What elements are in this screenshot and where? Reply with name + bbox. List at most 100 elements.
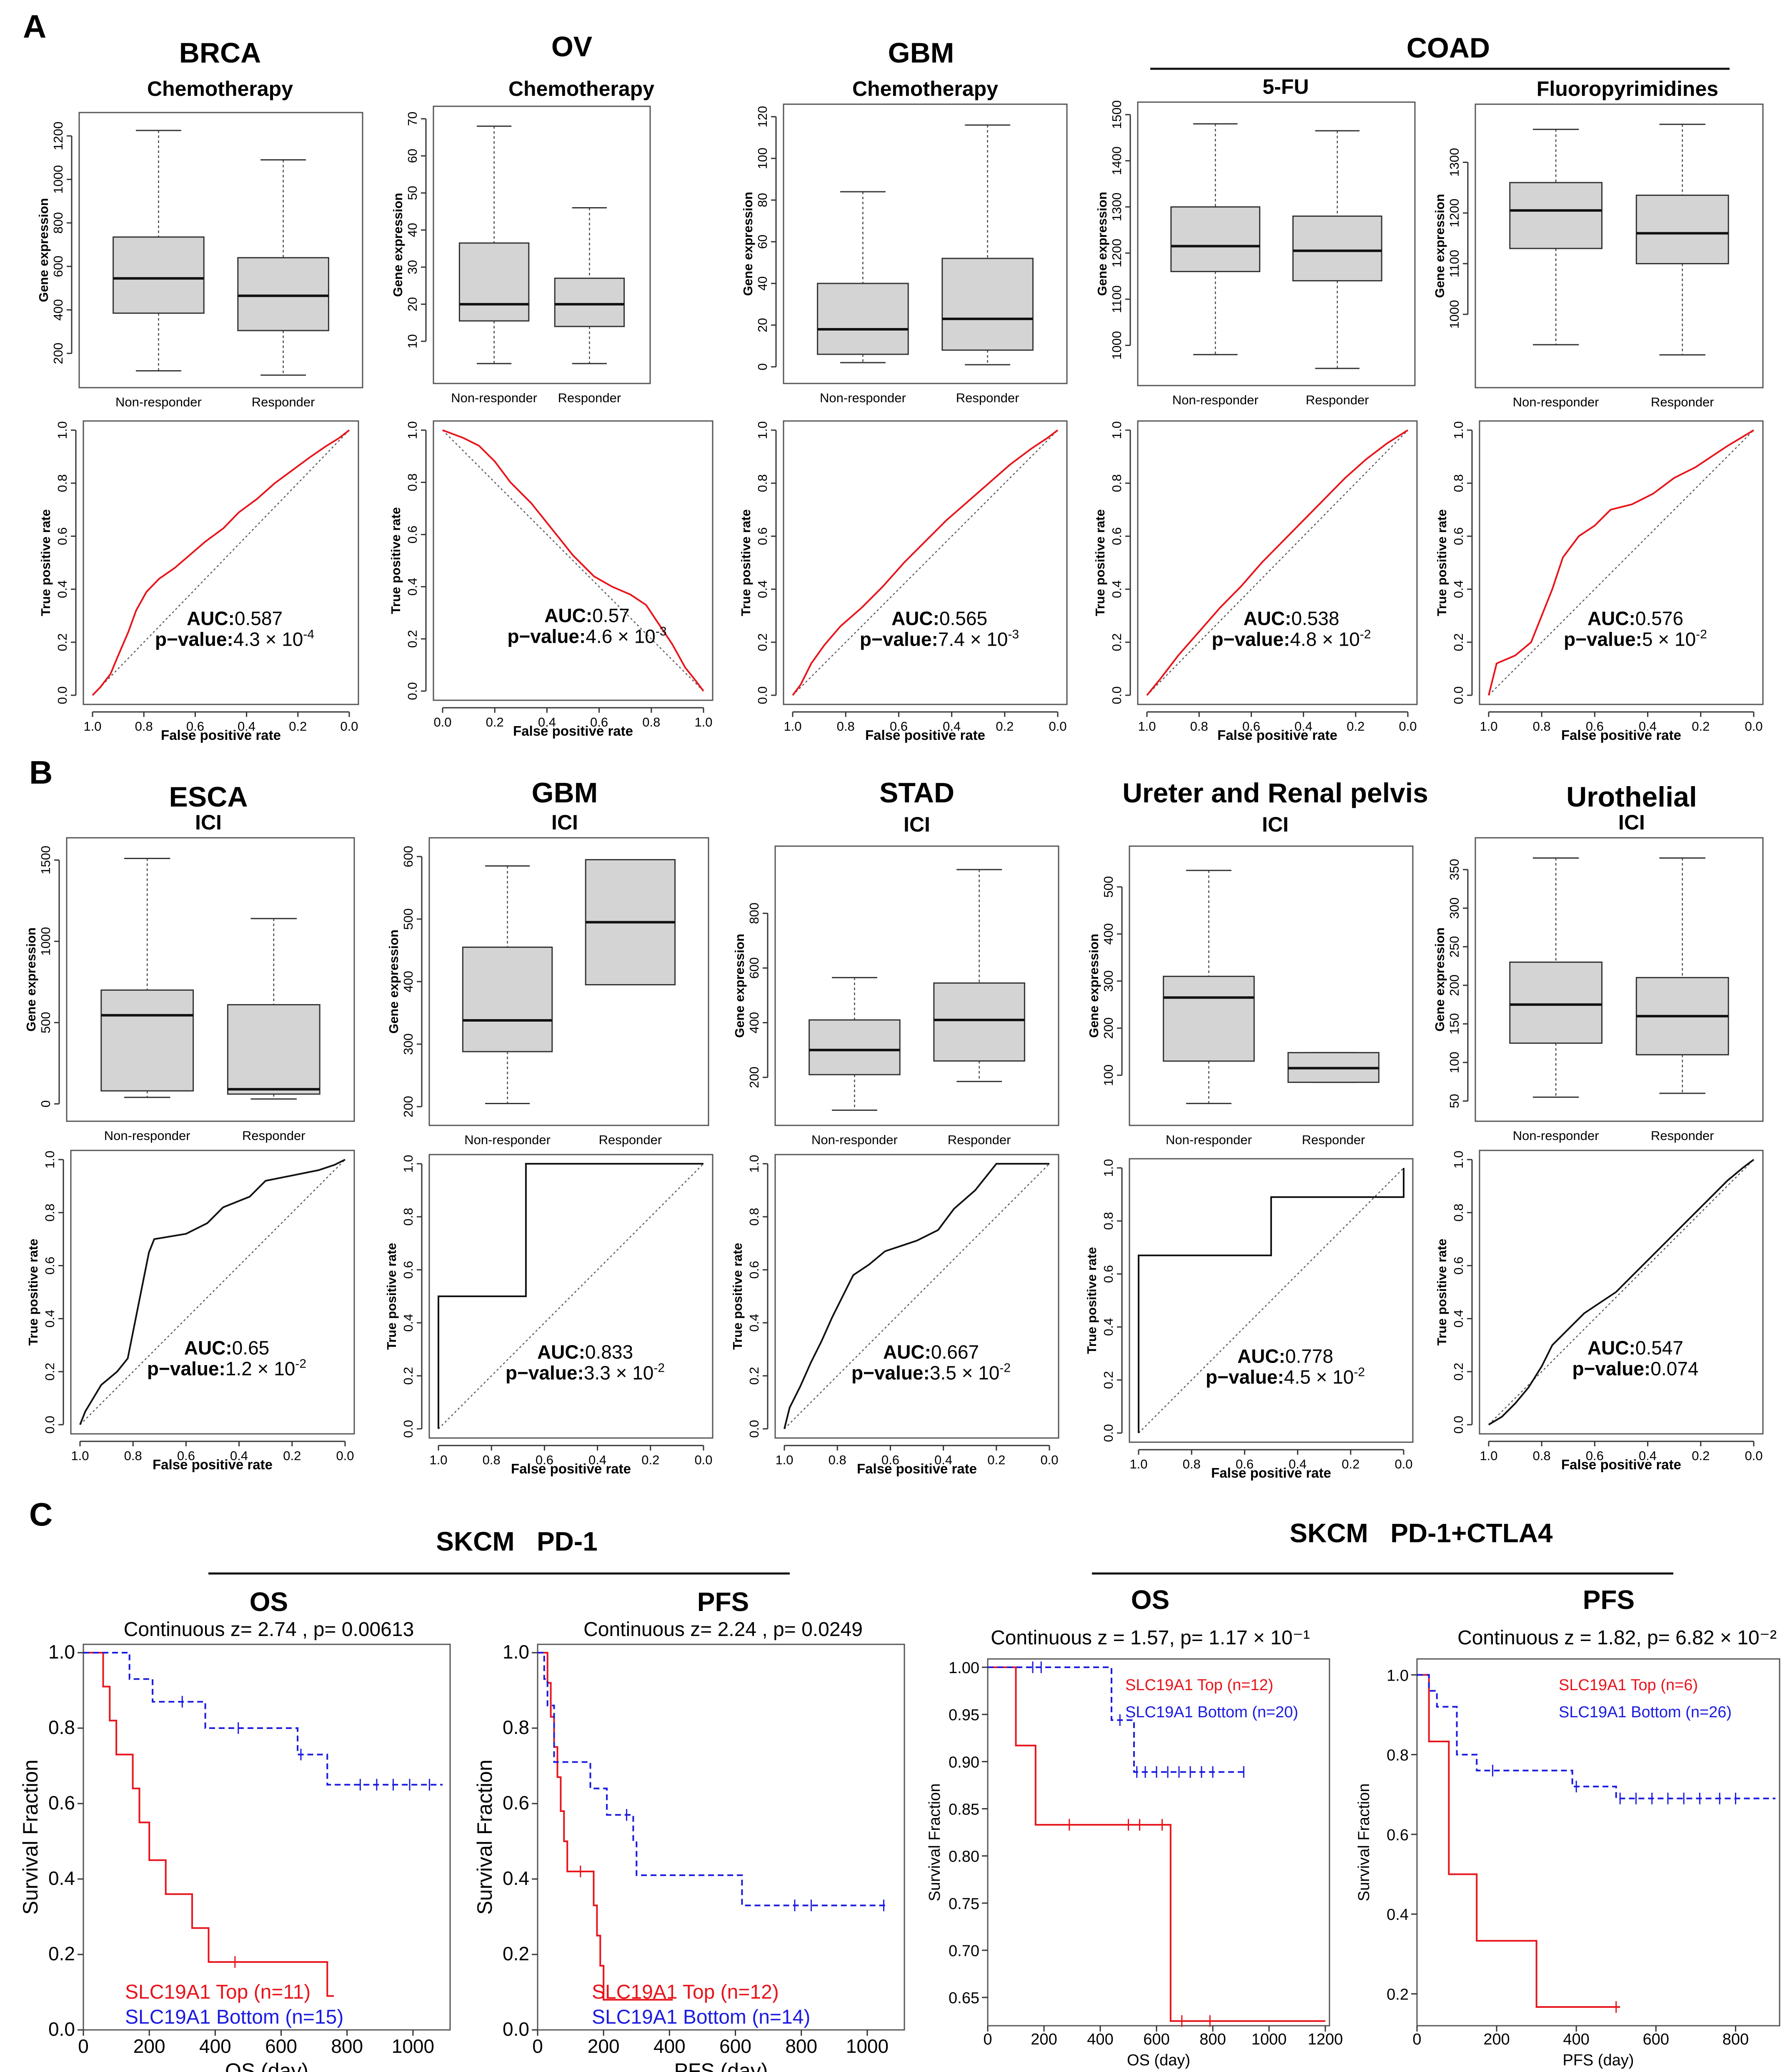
- y-tick-label: 1400: [1109, 146, 1124, 175]
- a-subtitle-5fu: 5-FU: [1262, 75, 1309, 98]
- pvalue-value: 4.3 × 10: [233, 629, 303, 650]
- auc-label: AUC:: [1587, 608, 1635, 629]
- a-title-brca: BRCA: [179, 37, 261, 69]
- pvalue-exponent: -2: [999, 1361, 1011, 1375]
- x-tick-label: 0.0: [1745, 1448, 1762, 1463]
- pvalue-value: 4.6 × 10: [586, 625, 656, 647]
- y-tick-label: 0.0: [1451, 1416, 1466, 1433]
- a-subtitle-brca: Chemotherapy: [147, 77, 293, 100]
- x-tick-label: 0.0: [1040, 1453, 1058, 1467]
- y-tick-label: 0.2: [747, 1367, 761, 1385]
- pvalue-label: p−value:: [507, 625, 586, 647]
- plot-frame: [433, 105, 651, 384]
- plot-frame: [1479, 420, 1764, 705]
- x-axis-label: False positive rate: [511, 1461, 631, 1476]
- y-tick-label: 0.6: [747, 1261, 761, 1279]
- a-title-gbm: GBM: [888, 37, 954, 69]
- y-tick-label: 0.0: [503, 2018, 529, 2040]
- B-GBM-roc-group: 0.0 0.0 0.2 0.2 0.4 0.4 0.6 0.6 0.8 0.8 1.0 1.0 Fals…: [384, 1154, 713, 1476]
- x-tick-label: 0.8: [483, 1453, 501, 1467]
- y-tick-label: 500: [38, 1012, 53, 1033]
- x-tick-label: 1.0: [694, 715, 712, 729]
- x-tick-label: 0.6: [186, 719, 204, 734]
- y-tick-label: 0.6: [503, 1792, 529, 1814]
- x-tick-label: 1.0: [775, 1453, 793, 1467]
- b-title-urp: Ureter and Renal pelvis: [1122, 777, 1428, 808]
- B-URP-roc-group: 0.0 0.0 0.2 0.2 0.4 0.4 0.6 0.6 0.8 0.8 1.0 1.0 Fals…: [1084, 1158, 1414, 1481]
- y-tick-label: 1.00: [949, 1659, 979, 1677]
- x-tick-label: 1.0: [429, 1453, 447, 1467]
- x-category-label: Non-responder: [1166, 1132, 1252, 1147]
- A-GBM-box-group: 0 20 40 60 80 100 120 Gene expression Non-respon…: [741, 103, 1068, 405]
- y-tick-label: 0.4: [755, 580, 770, 598]
- y-tick-label: 350: [1447, 859, 1462, 880]
- pvalue-value: 4.8 × 10: [1290, 629, 1360, 650]
- x-category-label: Responder: [252, 395, 315, 409]
- y-tick-label: 1200: [51, 122, 65, 150]
- roc-curve: [1488, 429, 1755, 696]
- diagonal-reference: [784, 1163, 1050, 1429]
- auc-label: AUC:: [891, 608, 939, 629]
- y-tick-label: 1.0: [755, 421, 770, 439]
- x-tick-label: 0.0: [694, 1453, 712, 1467]
- x-category-label: Responder: [1306, 393, 1369, 407]
- y-tick-label: 100: [1447, 1052, 1462, 1073]
- pvalue-annotation: p−value:1.2 × 10-2: [147, 1357, 306, 1380]
- y-tick-label: 0.90: [949, 1754, 979, 1771]
- B-URP-box-group: 100 200 300 400 500 Gene expression Non-respon…: [1087, 845, 1414, 1147]
- y-tick-label: 1100: [1109, 286, 1124, 313]
- x-axis-label: False positive rate: [857, 1461, 977, 1476]
- x-tick-label: 0.2: [1342, 1457, 1359, 1471]
- y-tick-label: 1000: [1109, 331, 1124, 360]
- auc-label: AUC:: [544, 604, 592, 626]
- y-tick-label: 0.4: [503, 1867, 529, 1889]
- y-tick-label: 10: [405, 334, 420, 348]
- pvalue-value: 3.3 × 10: [584, 1362, 654, 1384]
- auc-annotation: AUC:0.667: [883, 1341, 979, 1363]
- km-legend-top: SLC19A1 Top (n=12): [592, 1981, 779, 2003]
- y-tick-label: 0.4: [1109, 580, 1124, 598]
- b-subtitle-esca: ICI: [195, 811, 222, 834]
- box-body: [1292, 215, 1382, 282]
- km-legend-bottom: SLC19A1 Bottom (n=14): [592, 2006, 810, 2028]
- pvalue-label: p−value:: [1564, 629, 1642, 650]
- x-tick-label: 800: [1199, 2031, 1226, 2048]
- y-tick-label: 600: [401, 846, 416, 867]
- c-pfs-pd1-title: PFS: [697, 1587, 749, 1617]
- a-title-coad: COAD: [1407, 32, 1490, 64]
- km-y-axis-label: Survival Fraction: [926, 1784, 944, 1902]
- c-pfs-pd1-subtitle: Continuous z= 2.24 , p= 0.0249: [583, 1619, 863, 1641]
- diagonal-reference: [1147, 430, 1408, 696]
- y-tick-label: 0.2: [401, 1367, 416, 1385]
- x-axis-label: False positive rate: [1561, 1457, 1681, 1472]
- y-tick-label: 0.85: [949, 1801, 979, 1818]
- y-tick-label: 1500: [38, 846, 53, 874]
- x-category-label: Non-responder: [820, 391, 906, 405]
- pvalue-exponent: -2: [1360, 628, 1371, 641]
- plot-frame: [78, 112, 363, 388]
- box-body: [554, 278, 625, 327]
- auc-label: AUC:: [187, 608, 235, 629]
- y-tick-label: 200: [1447, 975, 1462, 996]
- y-axis-label: Gene expression: [386, 930, 401, 1034]
- x-category-label: Responder: [956, 391, 1019, 405]
- y-tick-label: 50: [1447, 1094, 1462, 1108]
- plot-frame: [1475, 837, 1764, 1122]
- y-tick-label: 1200: [1447, 198, 1462, 227]
- y-tick-label: 500: [401, 908, 416, 930]
- y-tick-label: 0.75: [949, 1895, 979, 1913]
- pvalue-label: p−value:: [1206, 1366, 1284, 1388]
- x-tick-label: 0.0: [336, 1448, 354, 1463]
- x-axis-label: False positive rate: [1561, 727, 1681, 743]
- y-tick-label: 100: [1101, 1065, 1116, 1086]
- y-tick-label: 150: [1447, 1013, 1462, 1035]
- diagonal-reference: [1138, 1168, 1404, 1433]
- y-tick-label: 800: [747, 902, 761, 924]
- x-tick-label: 0.2: [1347, 719, 1364, 734]
- x-category-label: Responder: [1651, 395, 1714, 409]
- B-STAD-roc-group: 0.0 0.0 0.2 0.2 0.4 0.4 0.6 0.6 0.8 0.8 1.0 1.0 Fals…: [730, 1154, 1059, 1476]
- y-axis-label: Gene expression: [24, 927, 38, 1032]
- pvalue-label: p−value:: [851, 1362, 930, 1384]
- x-tick-label: 1.0: [1480, 1448, 1497, 1463]
- x-tick-label: 0.6: [590, 715, 608, 729]
